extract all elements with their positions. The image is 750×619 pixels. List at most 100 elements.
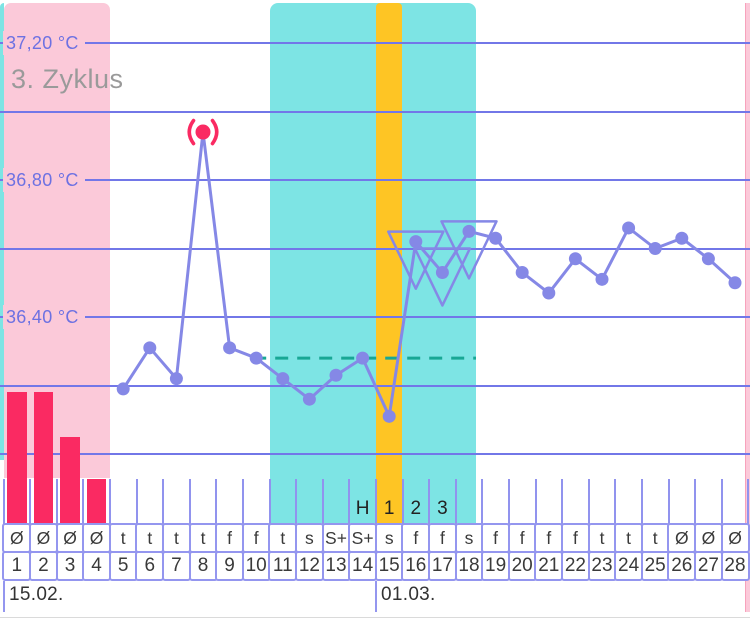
rise-marker-label: 1 xyxy=(383,498,395,519)
temp-point-day-10[interactable] xyxy=(249,351,263,365)
day-number-cell-3[interactable]: 3 xyxy=(55,551,85,581)
rise-marker-label: 3 xyxy=(437,498,448,519)
day-number-cell-21[interactable]: 21 xyxy=(534,551,564,581)
y-axis-label: 36,40 °C xyxy=(3,305,85,329)
day-number-cell-10[interactable]: 10 xyxy=(241,551,271,581)
day-number-cell-14[interactable]: 14 xyxy=(348,551,378,581)
temp-point-day-25[interactable] xyxy=(648,242,662,255)
day-number-cell-25[interactable]: 25 xyxy=(640,551,670,581)
temp-point-day-12[interactable] xyxy=(302,392,316,406)
temp-point-day-28[interactable] xyxy=(728,276,742,290)
symbol-cell-day-3[interactable]: Ø xyxy=(55,523,85,553)
day-tick xyxy=(720,479,723,524)
temp-point-day-6[interactable] xyxy=(143,341,157,355)
day-number-cell-18[interactable]: 18 xyxy=(454,551,484,581)
symbol-cell-day-17[interactable]: f xyxy=(427,523,457,553)
temp-point-day-15[interactable] xyxy=(382,409,396,423)
symbol-cell-day-28[interactable]: Ø xyxy=(720,523,750,553)
symbol-cell-day-7[interactable]: t xyxy=(161,523,191,553)
rise-marker-label: 2 xyxy=(410,498,422,519)
day-number-cell-9[interactable]: 9 xyxy=(215,551,245,581)
prev-fertile-edge-region xyxy=(0,3,4,460)
day-tick xyxy=(162,479,165,524)
day-number-cell-17[interactable]: 17 xyxy=(427,551,457,581)
symbol-cell-day-6[interactable]: t xyxy=(135,523,165,553)
day-number-cell-4[interactable]: 4 xyxy=(82,551,112,581)
temp-point-day-5[interactable] xyxy=(116,382,130,396)
day-number-cell-7[interactable]: 7 xyxy=(161,551,191,581)
day-number-cell-23[interactable]: 23 xyxy=(587,551,617,581)
symbol-cell-day-11[interactable]: t xyxy=(268,523,298,553)
day-number-cell-11[interactable]: 11 xyxy=(268,551,298,581)
day-number-cell-27[interactable]: 27 xyxy=(693,551,723,581)
symbol-cell-day-22[interactable]: f xyxy=(560,523,590,553)
temp-point-day-11[interactable] xyxy=(276,372,290,386)
day-number-cell-22[interactable]: 22 xyxy=(560,551,590,581)
symbol-cell-day-15[interactable]: s xyxy=(374,523,404,553)
symbol-cell-day-9[interactable]: f xyxy=(215,523,245,553)
symbol-cell-day-18[interactable]: s xyxy=(454,523,484,553)
symbol-cell-day-26[interactable]: Ø xyxy=(667,523,697,553)
day-tick xyxy=(534,479,537,524)
temp-point-day-24[interactable] xyxy=(622,221,636,235)
day-number-cell-6[interactable]: 6 xyxy=(135,551,165,581)
temp-point-day-21[interactable] xyxy=(542,286,556,300)
symbol-cell-day-21[interactable]: f xyxy=(534,523,564,553)
symbol-cell-day-8[interactable]: t xyxy=(188,523,218,553)
symbol-cell-day-24[interactable]: t xyxy=(614,523,644,553)
day-number-cell-1[interactable]: 1 xyxy=(2,551,32,581)
temp-point-day-14[interactable] xyxy=(356,351,370,365)
symbol-cell-day-27[interactable]: Ø xyxy=(693,523,723,553)
temp-gridline xyxy=(0,453,750,455)
day-number-cell-15[interactable]: 15 xyxy=(374,551,404,581)
day-number-cell-16[interactable]: 16 xyxy=(401,551,431,581)
symbol-cell-day-1[interactable]: Ø xyxy=(2,523,32,553)
temp-gridline xyxy=(0,110,750,113)
symbol-cell-day-12[interactable]: s xyxy=(294,523,324,553)
day-number-cell-5[interactable]: 5 xyxy=(108,551,138,581)
symbol-cell-day-25[interactable]: t xyxy=(640,523,670,553)
temp-point-day-16[interactable] xyxy=(409,235,423,249)
day-number-cell-20[interactable]: 20 xyxy=(507,551,537,581)
temp-point-day-22[interactable] xyxy=(568,252,582,266)
day-tick xyxy=(481,479,484,524)
day-tick xyxy=(295,479,298,524)
symbol-cell-day-23[interactable]: t xyxy=(587,523,617,553)
temp-point-day-27[interactable] xyxy=(701,252,715,266)
symbol-cell-day-5[interactable]: t xyxy=(108,523,138,553)
temp-point-day-23[interactable] xyxy=(595,272,609,286)
temp-point-day-13[interactable] xyxy=(329,368,343,382)
temp-gridline xyxy=(0,247,750,250)
day-number-cell-19[interactable]: 19 xyxy=(481,551,511,581)
day-number-cell-28[interactable]: 28 xyxy=(720,551,750,581)
period-intensity-bar xyxy=(60,437,80,523)
symbol-cell-day-10[interactable]: f xyxy=(241,523,271,553)
temp-point-day-9[interactable] xyxy=(223,341,237,355)
symbol-cell-day-19[interactable]: f xyxy=(481,523,511,553)
day-number-cell-26[interactable]: 26 xyxy=(667,551,697,581)
symbol-cell-day-16[interactable]: f xyxy=(401,523,431,553)
temp-point-day-26[interactable] xyxy=(675,231,689,245)
temp-point-day-20[interactable] xyxy=(515,265,529,279)
temp-point-day-17[interactable] xyxy=(435,265,449,279)
symbol-cell-day-2[interactable]: Ø xyxy=(28,523,58,553)
symbol-cell-day-20[interactable]: f xyxy=(507,523,537,553)
excluded-temp-point-day-8[interactable] xyxy=(195,124,211,140)
day-number-cell-2[interactable]: 2 xyxy=(28,551,58,581)
day-number-cell-24[interactable]: 24 xyxy=(614,551,644,581)
day-number-cell-12[interactable]: 12 xyxy=(294,551,324,581)
symbol-cell-day-4[interactable]: Ø xyxy=(82,523,112,553)
symbol-cell-day-13[interactable]: S+ xyxy=(321,523,351,553)
temp-point-day-19[interactable] xyxy=(489,231,503,245)
period-intensity-bar xyxy=(7,392,27,523)
temp-gridline xyxy=(0,384,750,387)
temp-gridline xyxy=(0,316,750,318)
day-tick xyxy=(55,479,58,524)
symbol-cell-day-14[interactable]: S+ xyxy=(348,523,378,553)
temp-point-day-18[interactable] xyxy=(462,224,476,238)
temp-point-day-7[interactable] xyxy=(169,372,183,386)
day-number-cell-13[interactable]: 13 xyxy=(321,551,351,581)
day-number-cell-8[interactable]: 8 xyxy=(188,551,218,581)
ovulation-column xyxy=(375,3,403,523)
day-tick xyxy=(561,479,564,524)
